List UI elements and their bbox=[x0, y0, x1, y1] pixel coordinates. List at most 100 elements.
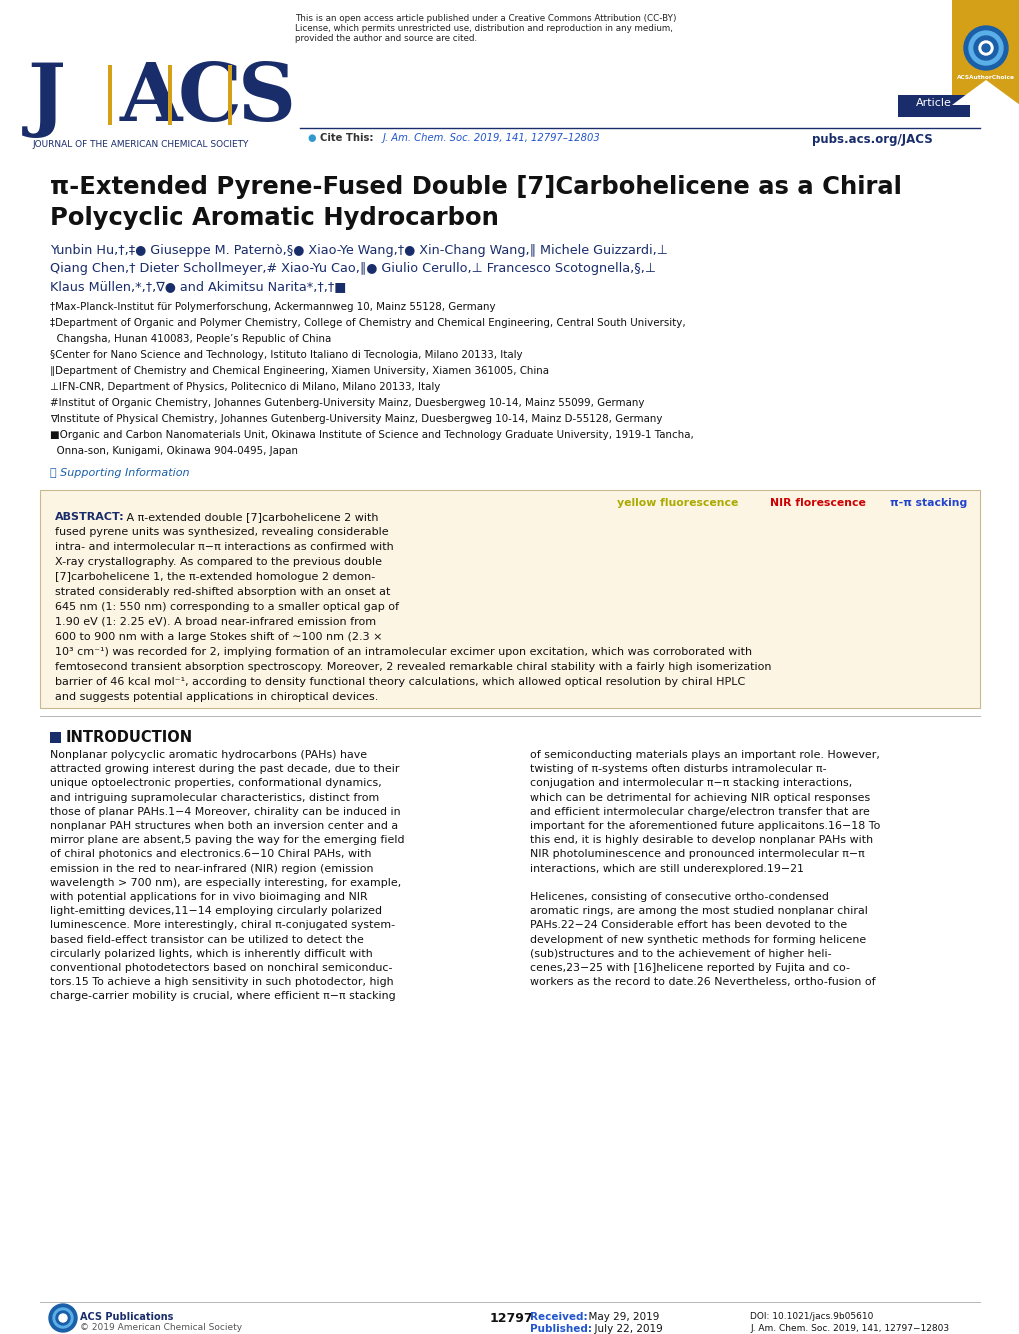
Text: important for the aforementioned future applicaitons.16−18 To: important for the aforementioned future … bbox=[530, 820, 879, 831]
Text: DOI: 10.1021/jacs.9b05610: DOI: 10.1021/jacs.9b05610 bbox=[749, 1313, 872, 1321]
Text: twisting of π-systems often disturbs intramolecular π-: twisting of π-systems often disturbs int… bbox=[530, 764, 825, 774]
Text: based field-effect transistor can be utilized to detect the: based field-effect transistor can be uti… bbox=[50, 935, 364, 944]
Text: 600 to 900 nm with a large Stokes shift of ∼100 nm (2.3 ×: 600 to 900 nm with a large Stokes shift … bbox=[55, 632, 382, 642]
Text: unique optoelectronic properties, conformational dynamics,: unique optoelectronic properties, confor… bbox=[50, 779, 381, 788]
Text: License, which permits unrestricted use, distribution and reproduction in any me: License, which permits unrestricted use,… bbox=[294, 24, 673, 33]
Text: mirror plane are absent,5 paving the way for the emerging field: mirror plane are absent,5 paving the way… bbox=[50, 835, 405, 846]
Text: NIR florescence: NIR florescence bbox=[769, 498, 865, 508]
Text: †Max-Planck-Institut für Polymerforschung, Ackermannweg 10, Mainz 55128, Germany: †Max-Planck-Institut für Polymerforschun… bbox=[50, 301, 495, 312]
Circle shape bbox=[981, 44, 989, 52]
Text: ∥Department of Chemistry and Chemical Engineering, Xiamen University, Xiamen 361: ∥Department of Chemistry and Chemical En… bbox=[50, 366, 548, 376]
Circle shape bbox=[963, 25, 1007, 69]
Text: Changsha, Hunan 410083, People’s Republic of China: Changsha, Hunan 410083, People’s Republi… bbox=[50, 334, 331, 344]
Text: barrier of 46 kcal mol⁻¹, according to density functional theory calculations, w: barrier of 46 kcal mol⁻¹, according to d… bbox=[55, 676, 745, 687]
Text: wavelength > 700 nm), are especially interesting, for example,: wavelength > 700 nm), are especially int… bbox=[50, 878, 400, 888]
Text: tors.15 To achieve a high sensitivity in such photodector, high: tors.15 To achieve a high sensitivity in… bbox=[50, 978, 393, 987]
Text: femtosecond transient absorption spectroscopy. Moreover, 2 revealed remarkable c: femtosecond transient absorption spectro… bbox=[55, 662, 770, 672]
Text: Helicenes, consisting of consecutive ortho-condensed: Helicenes, consisting of consecutive ort… bbox=[530, 892, 828, 902]
Text: © 2019 American Chemical Society: © 2019 American Chemical Society bbox=[79, 1323, 242, 1333]
Text: JOURNAL OF THE AMERICAN CHEMICAL SOCIETY: JOURNAL OF THE AMERICAN CHEMICAL SOCIETY bbox=[32, 140, 249, 149]
Text: #Institut of Organic Chemistry, Johannes Gutenberg-University Mainz, Duesbergweg: #Institut of Organic Chemistry, Johannes… bbox=[50, 398, 644, 408]
Text: 10³ cm⁻¹) was recorded for 2, implying formation of an intramolecular excimer up: 10³ cm⁻¹) was recorded for 2, implying f… bbox=[55, 647, 751, 658]
Text: conjugation and intermolecular π−π stacking interactions,: conjugation and intermolecular π−π stack… bbox=[530, 779, 852, 788]
Text: intra- and intermolecular π−π interactions as confirmed with: intra- and intermolecular π−π interactio… bbox=[55, 542, 393, 552]
Text: fused pyrene units was synthesized, revealing considerable: fused pyrene units was synthesized, reve… bbox=[55, 527, 388, 538]
Text: development of new synthetic methods for forming helicene: development of new synthetic methods for… bbox=[530, 935, 865, 944]
Text: ‡Department of Organic and Polymer Chemistry, College of Chemistry and Chemical : ‡Department of Organic and Polymer Chemi… bbox=[50, 317, 685, 328]
Text: 645 nm (1: 550 nm) corresponding to a smaller optical gap of: 645 nm (1: 550 nm) corresponding to a sm… bbox=[55, 602, 398, 612]
Text: of semiconducting materials plays an important role. However,: of semiconducting materials plays an imp… bbox=[530, 750, 879, 760]
Text: aromatic rings, are among the most studied nonplanar chiral: aromatic rings, are among the most studi… bbox=[530, 906, 867, 916]
Text: J. Am. Chem. Soc. 2019, 141, 12797−12803: J. Am. Chem. Soc. 2019, 141, 12797−12803 bbox=[749, 1325, 949, 1333]
Text: yellow fluorescence: yellow fluorescence bbox=[616, 498, 738, 508]
Text: π-π stacking: π-π stacking bbox=[890, 498, 966, 508]
Text: Cite This:: Cite This: bbox=[320, 133, 377, 143]
Text: §Center for Nano Science and Technology, Istituto Italiano di Tecnologia, Milano: §Center for Nano Science and Technology,… bbox=[50, 350, 522, 360]
Text: attracted growing interest during the past decade, due to their: attracted growing interest during the pa… bbox=[50, 764, 399, 774]
Text: NIR photoluminescence and pronounced intermolecular π−π: NIR photoluminescence and pronounced int… bbox=[530, 850, 864, 859]
Bar bbox=[50, 732, 61, 743]
Bar bbox=[40, 490, 979, 708]
Text: this end, it is highly desirable to develop nonplanar PAHs with: this end, it is highly desirable to deve… bbox=[530, 835, 872, 846]
Text: [7]carbohelicene 1, the π-extended homologue 2 demon-: [7]carbohelicene 1, the π-extended homol… bbox=[55, 572, 375, 582]
Text: cenes,23−25 with [16]helicene reported by Fujita and co-: cenes,23−25 with [16]helicene reported b… bbox=[530, 963, 849, 972]
Text: ACSAuthorChoice: ACSAuthorChoice bbox=[956, 75, 1014, 80]
Text: Received:: Received: bbox=[530, 1313, 587, 1322]
Text: INTRODUCTION: INTRODUCTION bbox=[66, 730, 193, 744]
Circle shape bbox=[59, 1314, 67, 1322]
Text: with potential applications for in vivo bioimaging and NIR: with potential applications for in vivo … bbox=[50, 892, 367, 902]
Text: ACS Publications: ACS Publications bbox=[79, 1313, 173, 1322]
Text: J. Am. Chem. Soc. 2019, 141, 12797–12803: J. Am. Chem. Soc. 2019, 141, 12797–12803 bbox=[382, 133, 600, 143]
Bar bbox=[228, 65, 231, 125]
Text: and efficient intermolecular charge/electron transfer that are: and efficient intermolecular charge/elec… bbox=[530, 807, 869, 816]
Text: S: S bbox=[237, 60, 296, 137]
Text: Onna-son, Kunigami, Okinawa 904-0495, Japan: Onna-son, Kunigami, Okinawa 904-0495, Ja… bbox=[50, 446, 298, 456]
Text: luminescence. More interestingly, chiral π-conjugated system-: luminescence. More interestingly, chiral… bbox=[50, 920, 394, 930]
Text: 12797: 12797 bbox=[489, 1313, 533, 1325]
Text: ●: ● bbox=[308, 133, 319, 143]
Text: PAHs.22−24 Considerable effort has been devoted to the: PAHs.22−24 Considerable effort has been … bbox=[530, 920, 847, 930]
Text: (sub)structures and to the achievement of higher heli-: (sub)structures and to the achievement o… bbox=[530, 948, 830, 959]
Text: Polycyclic Aromatic Hydrocarbon: Polycyclic Aromatic Hydrocarbon bbox=[50, 205, 498, 229]
Text: ABSTRACT:: ABSTRACT: bbox=[55, 512, 124, 522]
Text: C: C bbox=[178, 60, 242, 137]
Text: charge-carrier mobility is crucial, where efficient π−π stacking: charge-carrier mobility is crucial, wher… bbox=[50, 991, 395, 1002]
Text: conventional photodetectors based on nonchiral semiconduc-: conventional photodetectors based on non… bbox=[50, 963, 392, 972]
Bar bbox=[168, 65, 172, 125]
Text: workers as the record to date.26 Nevertheless, ortho-fusion of: workers as the record to date.26 Neverth… bbox=[530, 978, 874, 987]
Text: 1.90 eV (1: 2.25 eV). A broad near-infrared emission from: 1.90 eV (1: 2.25 eV). A broad near-infra… bbox=[55, 618, 376, 627]
Text: X-ray crystallography. As compared to the previous double: X-ray crystallography. As compared to th… bbox=[55, 558, 382, 567]
Circle shape bbox=[56, 1311, 70, 1325]
Text: Ⓢ Supporting Information: Ⓢ Supporting Information bbox=[50, 468, 190, 478]
Bar bbox=[897, 95, 969, 117]
Text: Klaus Müllen,*,†,∇● and Akimitsu Narita*,†,†■: Klaus Müllen,*,†,∇● and Akimitsu Narita*… bbox=[50, 280, 345, 293]
Circle shape bbox=[978, 41, 993, 55]
Text: interactions, which are still underexplored.19−21: interactions, which are still underexplo… bbox=[530, 863, 803, 874]
Circle shape bbox=[49, 1305, 76, 1333]
Text: of chiral photonics and electronics.6−10 Chiral PAHs, with: of chiral photonics and electronics.6−10… bbox=[50, 850, 371, 859]
Circle shape bbox=[968, 31, 1002, 65]
Text: emission in the red to near-infrared (NIR) region (emission: emission in the red to near-infrared (NI… bbox=[50, 863, 373, 874]
Text: π-Extended Pyrene-Fused Double [7]Carbohelicene as a Chiral: π-Extended Pyrene-Fused Double [7]Carboh… bbox=[50, 175, 901, 199]
Text: Article: Article bbox=[915, 97, 951, 108]
Polygon shape bbox=[951, 80, 1019, 105]
Bar bbox=[108, 65, 112, 125]
Text: strated considerably red-shifted absorption with an onset at: strated considerably red-shifted absorpt… bbox=[55, 587, 390, 598]
Text: circularly polarized lights, which is inherently difficult with: circularly polarized lights, which is in… bbox=[50, 948, 372, 959]
Circle shape bbox=[973, 36, 997, 60]
Text: May 29, 2019: May 29, 2019 bbox=[582, 1313, 658, 1322]
Text: light-emitting devices,11−14 employing circularly polarized: light-emitting devices,11−14 employing c… bbox=[50, 906, 382, 916]
Text: ⊥IFN-CNR, Department of Physics, Politecnico di Milano, Milano 20133, Italy: ⊥IFN-CNR, Department of Physics, Politec… bbox=[50, 382, 440, 392]
Text: nonplanar PAH structures when both an inversion center and a: nonplanar PAH structures when both an in… bbox=[50, 820, 397, 831]
Text: ■Organic and Carbon Nanomaterials Unit, Okinawa Institute of Science and Technol: ■Organic and Carbon Nanomaterials Unit, … bbox=[50, 430, 693, 440]
Text: Nonplanar polycyclic aromatic hydrocarbons (PAHs) have: Nonplanar polycyclic aromatic hydrocarbo… bbox=[50, 750, 367, 760]
Text: Published:: Published: bbox=[530, 1325, 591, 1334]
Text: A: A bbox=[120, 60, 182, 137]
Text: and intriguing supramolecular characteristics, distinct from: and intriguing supramolecular characteri… bbox=[50, 792, 379, 803]
Text: This is an open access article published under a Creative Commons Attribution (C: This is an open access article published… bbox=[294, 13, 676, 23]
Text: J: J bbox=[28, 60, 66, 137]
Text: ∇Institute of Physical Chemistry, Johannes Gutenberg-University Mainz, Duesbergw: ∇Institute of Physical Chemistry, Johann… bbox=[50, 414, 662, 424]
Text: pubs.acs.org/JACS: pubs.acs.org/JACS bbox=[811, 133, 931, 145]
Text: A π-extended double [7]carbohelicene 2 with: A π-extended double [7]carbohelicene 2 w… bbox=[123, 512, 378, 522]
Text: which can be detrimental for achieving NIR optical responses: which can be detrimental for achieving N… bbox=[530, 792, 869, 803]
